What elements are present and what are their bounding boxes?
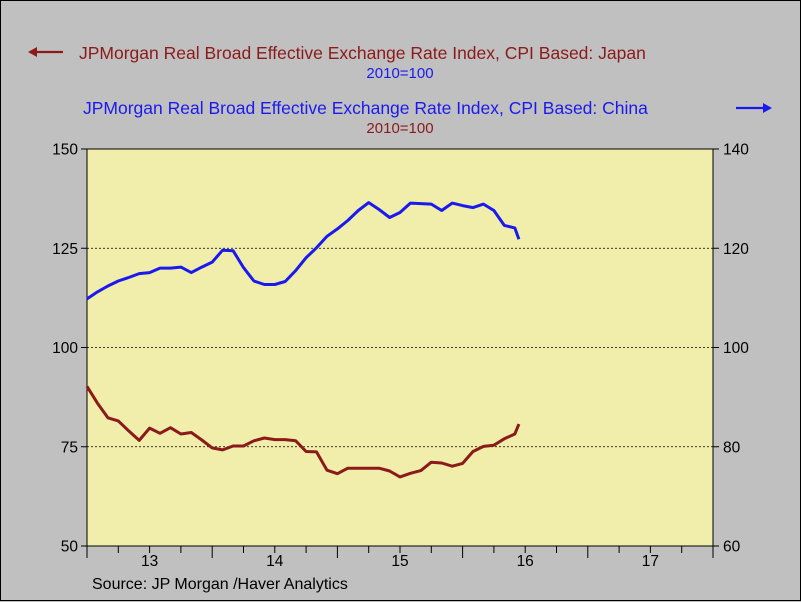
left-axis: 50 75 100 125 150 [52, 142, 87, 556]
x-tick-label: 17 [642, 553, 659, 570]
x-tick-label: 15 [391, 553, 408, 570]
left-tick-label: 50 [61, 539, 79, 556]
china-series-line [86, 201, 521, 301]
legend: JPMorgan Real Broad Effective Exchange R… [28, 43, 772, 137]
x-tick-label: 14 [266, 553, 284, 570]
china-legend-unit: 2010=100 [366, 120, 433, 137]
china-legend-label: JPMorgan Real Broad Effective Exchange R… [83, 98, 648, 118]
right-tick-label: 60 [723, 539, 741, 556]
left-tick-label: 125 [52, 241, 78, 258]
source-note: Source: JP Morgan /Haver Analytics [92, 576, 348, 593]
japan-legend-label: JPMorgan Real Broad Effective Exchange R… [79, 43, 646, 63]
left-tick-label: 75 [61, 439, 78, 456]
x-tick-label: 13 [141, 553, 158, 570]
right-tick-label: 140 [723, 142, 749, 159]
right-tick-label: 80 [723, 439, 741, 456]
gridlines [87, 247, 713, 448]
right-tick-label: 100 [723, 340, 749, 357]
right-tick-label: 120 [723, 241, 749, 258]
japan-legend-arrow-icon [28, 47, 37, 57]
japan-legend-unit: 2010=100 [366, 65, 433, 82]
japan-series-line [85, 385, 521, 479]
china-legend-arrow-icon [763, 103, 772, 113]
x-tick-label: 16 [517, 553, 534, 570]
right-axis: 60 80 100 120 140 [713, 142, 749, 556]
left-tick-label: 100 [52, 340, 78, 357]
x-axis: 13 14 15 16 17 [86, 546, 714, 570]
left-tick-label: 150 [52, 142, 78, 159]
